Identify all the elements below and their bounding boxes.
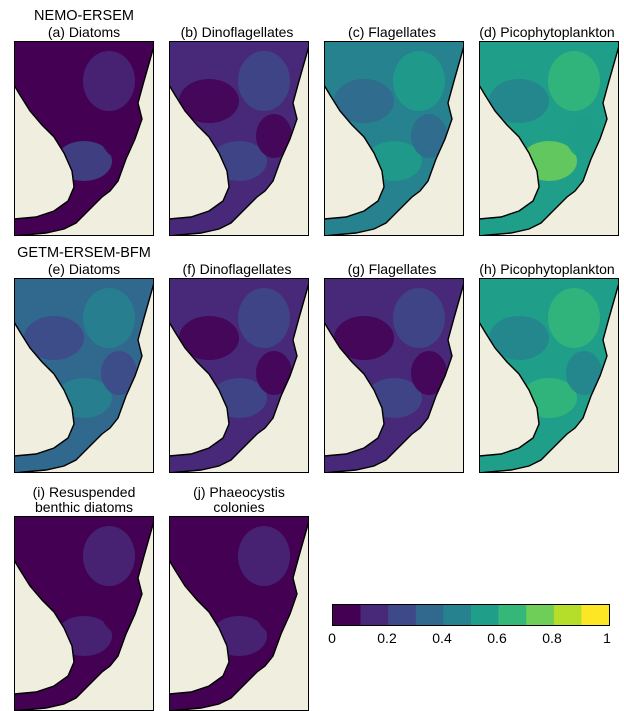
map-panel-h-coast-west	[479, 320, 540, 457]
colorbar-bin-5	[471, 605, 499, 625]
colorbar-bin-6	[498, 605, 527, 625]
map-panel-a-svg	[14, 41, 154, 236]
map-panel-b	[169, 41, 309, 236]
panel-d-title: (d) Picophytoplankton	[479, 24, 615, 40]
panel-h-title: (h) Picophytoplankton	[479, 261, 615, 277]
colorbar-bin-8	[553, 605, 582, 625]
map-panel-e	[14, 278, 154, 473]
colorbar	[331, 604, 611, 626]
map-panel-h-frame	[479, 278, 619, 473]
map-panel-h	[479, 278, 619, 473]
map-panel-i-coast-west	[14, 558, 75, 695]
panel-f-title: (f) Dinoflagellates	[182, 261, 292, 277]
map-panel-e-svg	[14, 278, 154, 473]
colorbar-bin-3	[415, 605, 444, 625]
colorbar-tick-4: 0.8	[542, 630, 562, 646]
panel-e-title: (e) Diatoms	[47, 261, 121, 277]
colorbar-bin-1	[360, 605, 389, 625]
colorbar-tick-2: 0.4	[432, 630, 452, 646]
colorbar-bin-2	[388, 605, 417, 625]
map-panel-c	[324, 41, 464, 236]
map-panel-i	[14, 516, 154, 711]
map-panel-g-coast-west	[324, 320, 385, 457]
map-panel-e-coast-west	[14, 320, 75, 457]
colorbar-bin-0	[333, 605, 361, 625]
map-panel-j-coast-west	[169, 558, 230, 695]
map-panel-b-svg	[169, 41, 309, 236]
panel-g-title: (g) Flagellates	[347, 261, 437, 277]
map-panel-a	[14, 41, 154, 236]
map-panel-d-svg	[479, 41, 619, 236]
map-panel-d-coast-west	[479, 83, 540, 220]
map-panel-g-svg	[324, 278, 464, 473]
colorbar-border	[332, 604, 610, 626]
panel-i-title-line1: (i) Resuspended	[32, 484, 136, 500]
map-panel-d-frame	[479, 41, 619, 236]
map-panel-f	[169, 278, 309, 473]
colorbar-tick-0: 0	[328, 630, 336, 646]
colorbar-tick-5: 1	[603, 630, 611, 646]
map-panel-a-coast-west	[14, 83, 75, 220]
map-panel-f-frame	[169, 278, 309, 473]
map-panel-j-svg	[169, 516, 309, 711]
map-panel-f-svg	[169, 278, 309, 473]
map-panel-g-frame	[324, 278, 464, 473]
colorbar-tick-1: 0.2	[377, 630, 397, 646]
row2-model-title: GETM-ERSEM-BFM	[17, 245, 151, 261]
colorbar-bin-4	[443, 605, 472, 625]
map-panel-f-coast-west	[169, 320, 230, 457]
panel-c-title: (c) Flagellates	[348, 24, 436, 40]
panel-j-title-line1: (j) Phaeocystis	[193, 484, 285, 500]
map-panel-d	[479, 41, 619, 236]
colorbar-bin-9	[581, 605, 610, 625]
colorbar-tick-3: 0.6	[487, 630, 507, 646]
map-panel-h-svg	[479, 278, 619, 473]
panel-a-title: (a) Diatoms	[47, 24, 121, 40]
map-panel-i-svg	[14, 516, 154, 711]
row1-model-title: NEMO-ERSEM	[34, 8, 134, 24]
map-panel-c-frame	[324, 41, 464, 236]
map-panel-c-svg	[324, 41, 464, 236]
map-panel-b-frame	[169, 41, 309, 236]
colorbar-bin-7	[526, 605, 555, 625]
map-panel-a-frame	[14, 41, 154, 236]
map-panel-e-frame	[14, 278, 154, 473]
panel-b-title: (b) Dinoflagellates	[180, 24, 294, 40]
map-panel-j	[169, 516, 309, 711]
map-panel-c-coast-west	[324, 83, 385, 220]
panel-i-title-line2: benthic diatoms	[34, 499, 134, 515]
panel-j-title-line2: colonies	[213, 499, 265, 515]
map-panel-g	[324, 278, 464, 473]
map-panel-b-coast-west	[169, 83, 230, 220]
